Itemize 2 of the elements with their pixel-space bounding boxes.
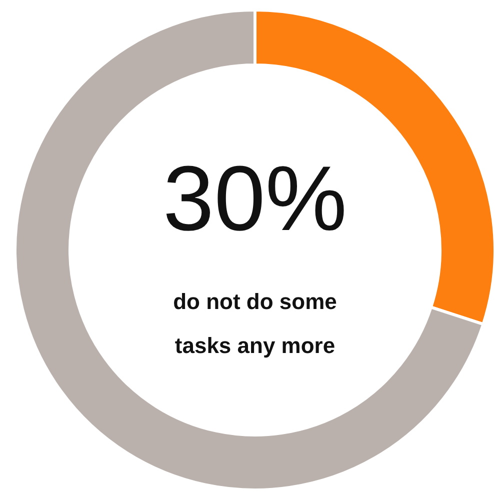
data-label: 30% [162,148,348,250]
text: do not do some tasks any more [172,288,338,360]
